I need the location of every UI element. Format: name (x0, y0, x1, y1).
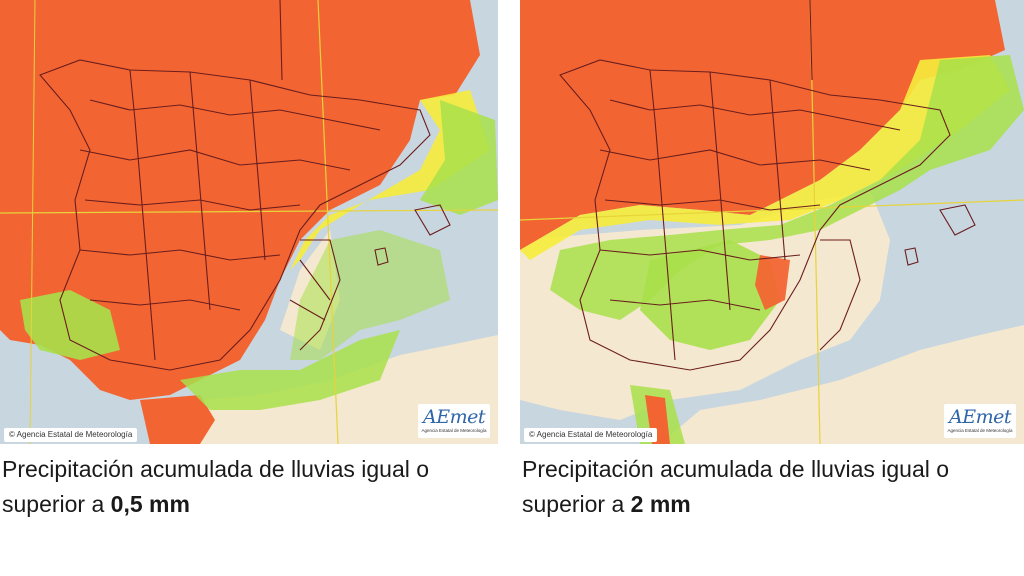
medium-probability-band (290, 90, 490, 270)
africa-land (660, 325, 1024, 444)
caption-text: Precipitación acumulada de lluvias igual… (2, 456, 430, 517)
high-probability-area (520, 0, 1005, 250)
caption-text: Precipitación acumulada de lluvias igual… (522, 456, 950, 517)
low-probability-area-north (550, 55, 1024, 320)
caption-left: Precipitación acumulada de lluvias igual… (2, 452, 502, 522)
precipitation-map-right: © Agencia Estatal de Meteorología AEmet … (520, 0, 1024, 444)
medium-probability-band (520, 55, 1010, 260)
high-probability-area-south (140, 395, 215, 444)
aemet-logo: AEmet Agencia Estatal de Meteorología (418, 404, 490, 438)
logo-mark: AEmet (423, 406, 486, 428)
high-probability-spot (755, 255, 790, 310)
aemet-logo: AEmet Agencia Estatal de Meteorología (944, 404, 1016, 438)
graticule-line (29, 0, 36, 444)
map-credit: © Agencia Estatal de Meteorología (4, 428, 138, 442)
logo-mark: AEmet (949, 406, 1012, 428)
caption-threshold: 0,5 mm (110, 491, 190, 517)
low-probability-area-ne (420, 100, 498, 215)
map-credit: © Agencia Estatal de Meteorología (524, 428, 658, 442)
low-probability-area-south (180, 330, 400, 410)
map-canvas (520, 0, 1024, 444)
low-probability-area-sw (20, 290, 120, 360)
province-borders (39, 0, 451, 371)
graticule-line (317, 0, 339, 444)
caption-right: Precipitación acumulada de lluvias igual… (522, 452, 1022, 522)
logo-subtext: Agencia Estatal de Meteorología (947, 428, 1013, 433)
map-canvas (0, 0, 498, 444)
precipitation-map-left: © Agencia Estatal de Meteorología AEmet … (0, 0, 498, 444)
province-borders (559, 0, 976, 371)
logo-subtext: Agencia Estatal de Meteorología (421, 428, 487, 433)
caption-threshold: 2 mm (630, 491, 691, 517)
low-probability-area-center (640, 240, 780, 350)
